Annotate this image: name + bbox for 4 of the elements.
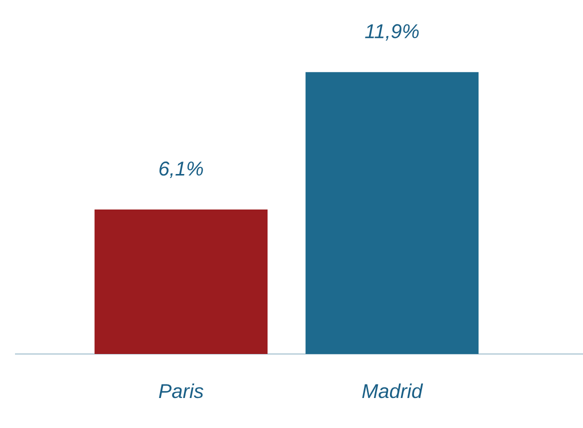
x-tick-label: Madrid	[362, 384, 424, 398]
data-label: 6,1%	[159, 162, 203, 178]
data-label: 11,9%	[365, 24, 419, 41]
x-tick-label: Paris	[158, 384, 204, 398]
